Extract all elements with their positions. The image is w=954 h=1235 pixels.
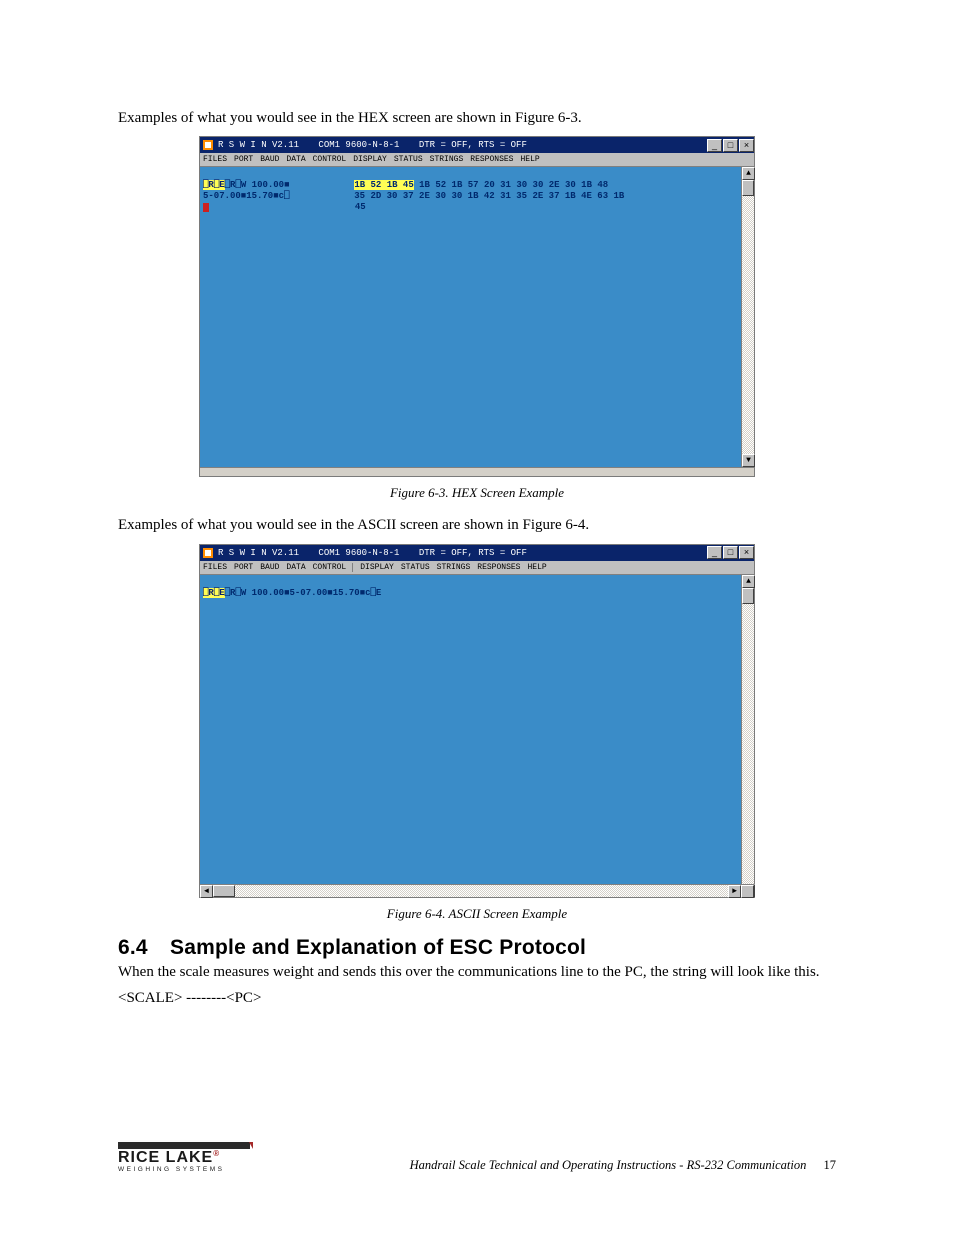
section-title: Sample and Explanation of ESC Protocol	[170, 936, 586, 959]
section-number: 6.4	[118, 936, 164, 960]
scroll-track-2[interactable]	[742, 588, 754, 884]
title-port-2: COM1 9600-N-8-1	[318, 548, 399, 558]
caption-hex: Figure 6-3. HEX Screen Example	[118, 485, 836, 501]
menu-data-2[interactable]: DATA	[286, 563, 305, 572]
title-status-2: DTR = OFF, RTS = OFF	[419, 548, 527, 558]
hex-left-selection: ⎕R⎕E	[203, 180, 225, 190]
hscroll-thumb[interactable]	[213, 885, 235, 897]
menu-port-2[interactable]: PORT	[234, 563, 253, 572]
page-footer: RICE LAKE® WEIGHING SYSTEMS Handrail Sca…	[118, 1142, 836, 1173]
ascii-terminal-window: R S W I N V2.11 COM1 9600-N-8-1 DTR = OF…	[199, 544, 755, 898]
menubar-2: FILES PORT BAUD DATA CONTROL DISPLAY STA…	[200, 561, 754, 575]
caption-ascii: Figure 6-4. ASCII Screen Example	[118, 906, 836, 922]
ascii-body: ⎕R⎕E⎕R⎕W 100.00■5-07.00■15.70■c⎕E ▲ ▼ ◄ …	[200, 575, 754, 897]
page-number: 17	[824, 1158, 837, 1172]
figure-hex: R S W I N V2.11 COM1 9600-N-8-1 DTR = OF…	[199, 136, 755, 477]
ascii-rest: ⎕R⎕W 100.00■5-07.00■15.70■c⎕E	[225, 588, 382, 598]
protocol-line: <SCALE> --------<PC>	[118, 990, 836, 1007]
menubar: FILES PORT BAUD DATA CONTROL DISPLAY STA…	[200, 153, 754, 167]
menu-help[interactable]: HELP	[520, 155, 539, 164]
menu-baud-2[interactable]: BAUD	[260, 563, 279, 572]
ascii-selection: ⎕R⎕E	[203, 588, 225, 598]
menu-control[interactable]: CONTROL	[313, 155, 347, 164]
title-status: DTR = OFF, RTS = OFF	[419, 140, 527, 150]
scroll-thumb[interactable]	[742, 180, 754, 196]
hex-body: ⎕R⎕E⎕R⎕W 100.00■ 1B 52 1B 45 1B 52 1B 57…	[200, 167, 754, 467]
status-strip	[200, 467, 754, 476]
logo-bar	[118, 1142, 250, 1149]
minimize-button-2[interactable]: _	[707, 546, 722, 559]
intro-ascii-text: Examples of what you would see in the AS…	[118, 515, 836, 535]
hex-left-rest-0: ⎕R⎕W 100.00■	[225, 180, 290, 190]
app-icon	[202, 139, 214, 151]
title-text-2: R S W I N V2.11 COM1 9600-N-8-1 DTR = OF…	[218, 548, 541, 558]
minimize-button[interactable]: _	[707, 139, 722, 152]
menu-files-2[interactable]: FILES	[203, 563, 227, 572]
vertical-scrollbar-2[interactable]: ▲ ▼	[741, 575, 754, 897]
app-icon-2	[202, 547, 214, 559]
cursor-block	[203, 203, 209, 212]
doc-title: Handrail Scale Technical and Operating I…	[410, 1158, 807, 1172]
scroll-track[interactable]	[742, 180, 754, 454]
hex-right-1: 35 2D 30 37 2E 30 30 1B 42 31 35 2E 37 1…	[354, 191, 624, 201]
maximize-button[interactable]: □	[723, 139, 738, 152]
menu-display-2[interactable]: DISPLAY	[360, 563, 394, 572]
footer-text: Handrail Scale Technical and Operating I…	[410, 1158, 836, 1173]
scroll-up-icon[interactable]: ▲	[742, 167, 755, 180]
menu-responses[interactable]: RESPONSES	[470, 155, 513, 164]
intro-hex-text: Examples of what you would see in the HE…	[118, 108, 836, 128]
menu-data[interactable]: DATA	[286, 155, 305, 164]
close-button[interactable]: ×	[739, 139, 754, 152]
menu-baud[interactable]: BAUD	[260, 155, 279, 164]
title-port: COM1 9600-N-8-1	[318, 140, 399, 150]
hex-terminal-window: R S W I N V2.11 COM1 9600-N-8-1 DTR = OF…	[199, 136, 755, 477]
menu-help-2[interactable]: HELP	[527, 563, 546, 572]
hex-right-2: 45	[355, 202, 366, 212]
menu-strings-2[interactable]: STRINGS	[437, 563, 471, 572]
scroll-thumb-2[interactable]	[742, 588, 754, 604]
ascii-content: ⎕R⎕E⎕R⎕W 100.00■5-07.00■15.70■c⎕E	[203, 577, 740, 610]
menu-port[interactable]: PORT	[234, 155, 253, 164]
close-button-2[interactable]: ×	[739, 546, 754, 559]
menu-responses-2[interactable]: RESPONSES	[477, 563, 520, 572]
logo-subtitle: WEIGHING SYSTEMS	[118, 1166, 250, 1173]
menu-status[interactable]: STATUS	[394, 155, 423, 164]
title-app-2: R S W I N V2.11	[218, 548, 299, 558]
vertical-scrollbar[interactable]: ▲ ▼	[741, 167, 754, 467]
menu-strings[interactable]: STRINGS	[430, 155, 464, 164]
menu-files[interactable]: FILES	[203, 155, 227, 164]
section-body: When the scale measures weight and sends…	[118, 962, 836, 982]
menu-control-2[interactable]: CONTROL	[313, 563, 354, 572]
scroll-left-icon[interactable]: ◄	[200, 885, 213, 898]
resize-grip[interactable]	[741, 885, 754, 898]
rice-lake-logo: RICE LAKE® WEIGHING SYSTEMS	[118, 1142, 250, 1173]
hex-right-selection: 1B 52 1B 45	[354, 180, 413, 190]
title-app: R S W I N V2.11	[218, 140, 299, 150]
figure-ascii: R S W I N V2.11 COM1 9600-N-8-1 DTR = OF…	[199, 544, 755, 898]
scroll-down-icon[interactable]: ▼	[742, 454, 755, 467]
hex-content: ⎕R⎕E⎕R⎕W 100.00■ 1B 52 1B 45 1B 52 1B 57…	[203, 169, 740, 224]
content-column: Examples of what you would see in the HE…	[118, 108, 836, 1007]
scroll-right-icon[interactable]: ►	[728, 885, 741, 898]
page: Examples of what you would see in the HE…	[0, 0, 954, 1235]
titlebar-2: R S W I N V2.11 COM1 9600-N-8-1 DTR = OF…	[200, 545, 754, 561]
titlebar: R S W I N V2.11 COM1 9600-N-8-1 DTR = OF…	[200, 137, 754, 153]
section-heading: 6.4 Sample and Explanation of ESC Protoc…	[118, 936, 836, 960]
hex-left-1: 5-07.00■15.70■c⎕	[203, 191, 289, 201]
maximize-button-2[interactable]: □	[723, 546, 738, 559]
title-text: R S W I N V2.11 COM1 9600-N-8-1 DTR = OF…	[218, 140, 541, 150]
window-controls-2: _ □ ×	[706, 546, 754, 559]
horizontal-scrollbar[interactable]: ◄ ►	[200, 884, 754, 897]
scroll-up-icon-2[interactable]: ▲	[742, 575, 755, 588]
logo-name: RICE LAKE®	[118, 1150, 250, 1166]
menu-status-2[interactable]: STATUS	[401, 563, 430, 572]
menu-display[interactable]: DISPLAY	[353, 155, 387, 164]
window-controls: _ □ ×	[706, 139, 754, 152]
hscroll-track[interactable]	[213, 885, 728, 897]
